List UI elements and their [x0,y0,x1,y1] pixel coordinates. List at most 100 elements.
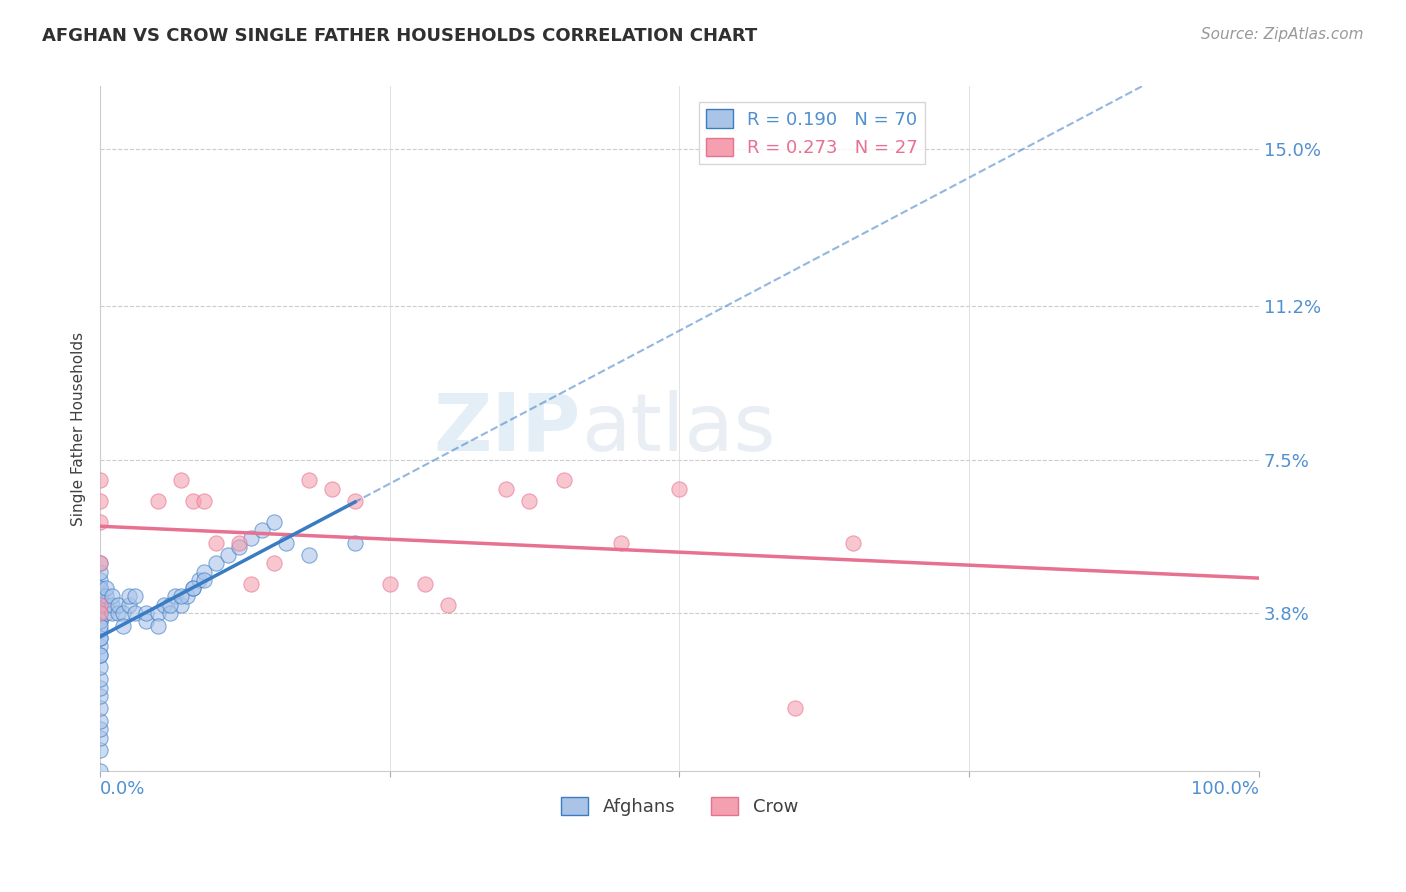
Point [239,577,262,591]
Point [165,590,187,604]
Point [413,577,436,591]
Point [89,731,111,745]
Text: atlas: atlas [581,390,775,467]
Point [205,535,228,549]
Point [89,648,111,662]
Point [239,532,262,546]
Point [89,606,111,620]
Point [89,623,111,637]
Point [193,565,215,579]
Point [298,474,321,488]
Point [118,598,141,612]
Point [107,606,129,620]
Point [495,482,517,496]
Point [112,618,135,632]
Point [89,660,111,674]
Point [89,557,111,571]
Point [89,598,111,612]
Point [89,581,111,595]
Point [89,681,111,695]
Point [89,474,111,488]
Point [378,577,401,591]
Point [89,598,111,612]
Point [187,573,209,587]
Point [176,590,198,604]
Point [100,590,122,604]
Point [344,494,367,508]
Point [124,590,146,604]
Point [252,523,274,537]
Text: 100.0%: 100.0% [1191,780,1258,797]
Point [170,598,193,612]
Text: AFGHAN VS CROW SINGLE FATHER HOUSEHOLDS CORRELATION CHART: AFGHAN VS CROW SINGLE FATHER HOUSEHOLDS … [42,27,758,45]
Point [146,618,169,632]
Point [100,606,122,620]
Point [89,494,111,508]
Point [344,535,367,549]
Point [89,598,111,612]
Point [170,590,193,604]
Text: ZIP: ZIP [433,390,581,467]
Point [298,548,321,562]
Point [146,606,169,620]
Point [170,474,193,488]
Point [436,598,458,612]
Point [785,701,807,715]
Point [181,581,204,595]
Point [135,615,157,629]
Point [193,573,215,587]
Point [94,606,117,620]
Point [89,701,111,715]
Point [89,631,111,645]
Point [228,535,250,549]
Point [159,606,181,620]
Point [89,631,111,645]
Point [321,482,343,496]
Point [263,515,285,529]
Point [124,606,146,620]
Point [89,648,111,662]
Point [118,590,141,604]
Point [217,548,239,562]
Point [842,535,865,549]
Point [610,535,633,549]
Point [263,557,285,571]
Point [89,606,111,620]
Point [146,494,169,508]
Text: 0.0%: 0.0% [100,780,145,797]
Point [94,581,117,595]
Point [89,689,111,703]
Point [89,606,111,620]
Point [94,590,117,604]
Point [107,598,129,612]
Point [274,535,297,549]
Point [668,482,690,496]
Point [517,494,540,508]
Point [89,581,111,595]
Y-axis label: Single Father Households: Single Father Households [72,332,86,525]
Point [89,714,111,728]
Point [153,598,176,612]
Point [159,598,181,612]
Point [89,590,111,604]
Point [89,764,111,778]
Point [89,590,111,604]
Point [89,565,111,579]
Point [89,723,111,737]
Point [205,557,228,571]
Point [89,743,111,757]
Legend: Afghans, Crow: Afghans, Crow [554,789,806,823]
Point [181,581,204,595]
Point [193,494,215,508]
Point [89,615,111,629]
Text: Source: ZipAtlas.com: Source: ZipAtlas.com [1201,27,1364,42]
Point [89,640,111,654]
Point [89,515,111,529]
Point [112,606,135,620]
Point [89,615,111,629]
Point [89,573,111,587]
Point [89,557,111,571]
Point [228,540,250,554]
Point [89,618,111,632]
Point [135,606,157,620]
